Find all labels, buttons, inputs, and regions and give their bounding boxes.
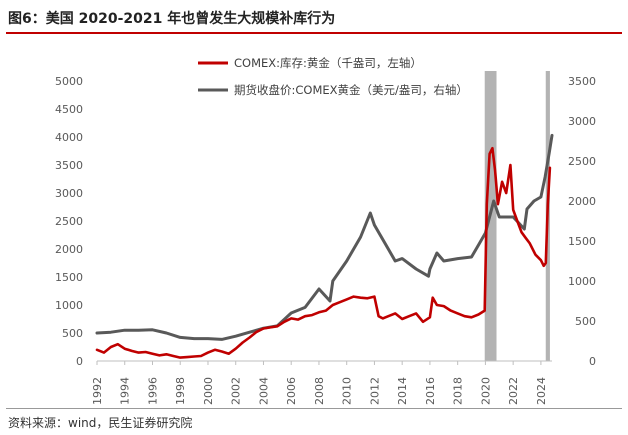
right-axis-tick-label: 3500 — [568, 75, 596, 88]
title-rule — [6, 32, 622, 34]
x-axis-tick-label: 2020 — [479, 377, 492, 405]
x-axis-tick-label: 1992 — [91, 377, 104, 405]
right-axis-tick-label: 0 — [589, 355, 596, 368]
legend-label-gold-price: 期货收盘价:COMEX黄金（美元/盎司，右轴） — [234, 83, 468, 97]
legend-label-comex-inventory: COMEX:库存:黄金（千盎司，左轴） — [234, 56, 422, 70]
right-axis-tick-label: 1500 — [568, 235, 596, 248]
x-axis-tick-label: 2022 — [507, 377, 520, 405]
series-line-comex-inventory — [95, 146, 552, 359]
left-axis-tick-label: 0 — [76, 355, 83, 368]
x-axis-tick-label: 2006 — [285, 377, 298, 405]
x-axis-tick-label: 2024 — [535, 377, 548, 405]
left-axis-tick-label: 3500 — [55, 159, 83, 172]
right-axis-tick-label: 3000 — [568, 115, 596, 128]
x-axis-tick-label: 1994 — [119, 377, 132, 405]
x-axis-tick-label: 2012 — [368, 377, 381, 405]
left-axis-tick-label: 500 — [62, 327, 83, 340]
x-axis-tick-label: 2002 — [230, 377, 243, 405]
x-axis-tick-label: 2000 — [202, 377, 215, 405]
right-axis-tick-label: 2000 — [568, 195, 596, 208]
right-axis-tick-label: 1000 — [568, 275, 596, 288]
plot-area — [97, 81, 552, 361]
chart-title: 图6：美国 2020-2021 年也曾发生大规模补库行为 — [8, 11, 336, 27]
right-axis-tick-label: 500 — [575, 315, 596, 328]
source-rule — [6, 408, 622, 409]
x-axis-tick-label: 2018 — [452, 377, 465, 405]
left-axis-tick-label: 4000 — [55, 131, 83, 144]
left-axis-tick-label: 3000 — [55, 187, 83, 200]
source-note: 资料来源：wind，民生证券研究院 — [8, 416, 193, 430]
x-axis-tick-label: 2008 — [313, 377, 326, 405]
x-axis-tick-label: 2016 — [424, 377, 437, 405]
x-axis-tick-label: 1998 — [174, 377, 187, 405]
legend: COMEX:库存:黄金（千盎司，左轴） 期货收盘价:COMEX黄金（美元/盎司，… — [195, 40, 468, 100]
x-axis-tick-label: 2004 — [257, 377, 270, 405]
left-axis-tick-label: 2500 — [55, 215, 83, 228]
left-axis-tick-label: 5000 — [55, 75, 83, 88]
left-axis-tick-label: 1500 — [55, 271, 83, 284]
series-line-gold-price — [95, 133, 554, 341]
left-axis-tick-label: 4500 — [55, 103, 83, 116]
x-axis-tick-label: 1996 — [146, 377, 159, 405]
left-axis-tick-label: 1000 — [55, 299, 83, 312]
left-axis-tick-label: 2000 — [55, 243, 83, 256]
right-axis-tick-label: 2500 — [568, 155, 596, 168]
x-axis-tick-label: 2010 — [341, 377, 354, 405]
x-axis-tick-label: 2014 — [396, 377, 409, 405]
